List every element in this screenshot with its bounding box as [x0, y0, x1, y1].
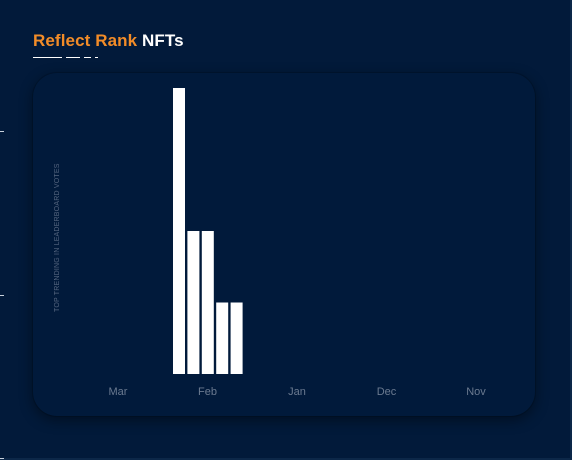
title-underline-segment: [95, 57, 98, 58]
x-tick-label: Feb: [198, 386, 217, 398]
title-underline-segment: [84, 57, 91, 58]
x-tick-label: Mar: [109, 386, 128, 398]
bar: [216, 302, 229, 374]
section-title: Reflect Rank NFTs: [33, 31, 184, 51]
y-axis-label: TOP TRENDING IN LEADERBOARD VOTES: [54, 163, 61, 312]
title-rest: NFTs: [142, 31, 184, 50]
bar: [187, 231, 200, 374]
bar: [173, 88, 185, 374]
page-edge-tick: [0, 295, 4, 296]
bar-chart: TOP TRENDING IN LEADERBOARD VOTES Mar Feb…: [54, 88, 487, 398]
page-edge-tick: [0, 458, 4, 459]
bar-group: [173, 88, 243, 374]
bar: [230, 302, 243, 374]
chart-card: TOP TRENDING IN LEADERBOARD VOTES Mar Feb…: [33, 73, 535, 416]
x-tick-label: Nov: [466, 386, 486, 398]
title-underline-segment: [66, 57, 80, 58]
title-accent: Reflect Rank: [33, 31, 138, 50]
bar: [201, 231, 214, 374]
title-underline-segment: [33, 57, 62, 58]
x-axis-ticks: Mar Feb Jan Dec Nov: [109, 386, 487, 398]
page-edge-tick: [0, 131, 4, 132]
x-tick-label: Jan: [288, 386, 306, 398]
x-tick-label: Dec: [377, 386, 397, 398]
